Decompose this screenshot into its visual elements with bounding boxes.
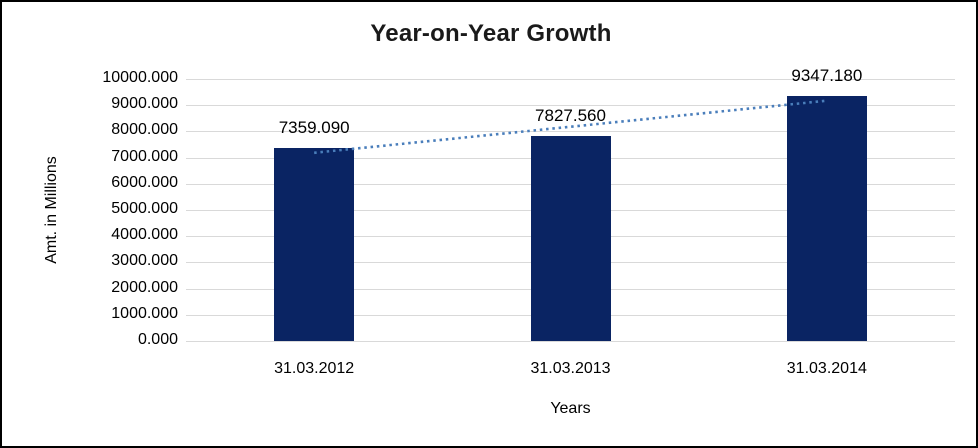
y-tick-label: 2000.000 (111, 278, 178, 296)
bar (530, 135, 611, 341)
x-axis-tick-label: 31.03.2013 (530, 360, 611, 377)
plot-area (186, 79, 955, 342)
y-tick-label: 4000.000 (111, 226, 178, 244)
x-axis-title: Years (550, 400, 591, 417)
x-axis-tick-label: 31.03.2014 (786, 360, 867, 377)
y-tick-label: 5000.000 (111, 200, 178, 217)
y-tick-label: 10000.000 (102, 69, 178, 86)
y-tick-label: 7000.000 (111, 147, 178, 165)
bar-value-label: 9347.180 (791, 66, 863, 86)
chart-title: Year-on-Year Growth (370, 20, 612, 47)
y-tick-label: 1000.000 (111, 304, 178, 322)
y-tick-label: 9000.000 (111, 95, 178, 113)
bar (274, 148, 355, 341)
bar-value-label: 7359.090 (278, 118, 350, 138)
bar (786, 96, 867, 341)
bar-value-label: 7827.560 (535, 105, 606, 125)
y-tick-label: 3000.000 (111, 252, 178, 270)
gridline (186, 341, 955, 342)
gridline (186, 79, 955, 80)
gridline (186, 131, 955, 133)
y-tick-label: 8000.000 (111, 121, 178, 139)
x-axis-tick-label: 31.03.2012 (274, 360, 355, 377)
trendline (314, 99, 827, 155)
y-tick-label: 6000.000 (111, 173, 178, 191)
trendline-svg (314, 99, 827, 155)
y-tick-label: 0.000 (137, 331, 178, 348)
gridline (186, 105, 955, 107)
